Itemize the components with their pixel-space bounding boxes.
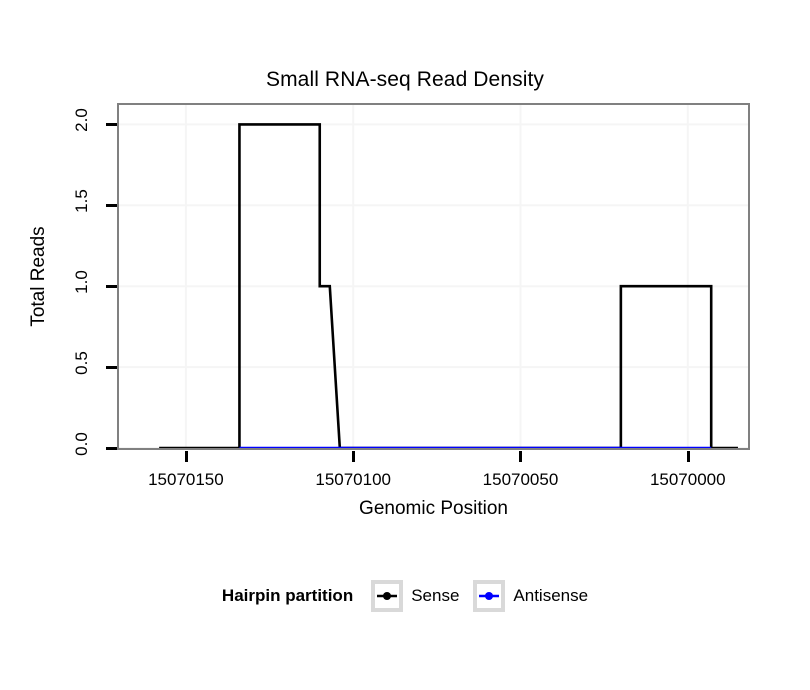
x-tick-mark <box>184 451 188 462</box>
legend: Hairpin partition Sense Antisense <box>0 580 810 612</box>
line-point-icon <box>377 592 398 600</box>
y-tick-label-text: 1.0 <box>71 270 91 295</box>
legend-label: Antisense <box>513 586 589 605</box>
x-tick-mark <box>519 451 523 462</box>
y-tick-label: 1.5 <box>60 189 104 214</box>
legend-label: Sense <box>411 586 460 605</box>
legend-entry-sense[interactable]: Sense <box>371 580 459 612</box>
legend-title: Hairpin partition <box>221 586 354 605</box>
x-tick-label: 15070000 <box>649 470 726 489</box>
y-tick-label-text: 0.5 <box>71 351 91 375</box>
y-axis-title: Total Reads <box>28 226 49 327</box>
legend-entry-group: Sense Antisense <box>371 580 588 612</box>
plot-svg <box>119 105 748 450</box>
x-axis-title: Genomic Position <box>359 498 508 519</box>
series-line-sense <box>159 123 738 450</box>
x-tick-mark <box>686 451 690 462</box>
x-tick-label: 15070100 <box>315 470 391 489</box>
y-tick-label: 2.0 <box>60 108 104 133</box>
plot-panel <box>117 103 750 450</box>
y-tick-mark <box>106 123 117 127</box>
x-tick-label: 15070050 <box>482 470 559 489</box>
y-tick-label: 1.0 <box>60 270 104 295</box>
legend-entry-antisense[interactable]: Antisense <box>473 580 588 612</box>
y-tick-label-text: 0.0 <box>71 432 91 456</box>
y-tick-label-text: 1.5 <box>71 189 91 214</box>
y-tick-mark <box>106 366 117 370</box>
plot-area <box>119 105 748 450</box>
y-tick-mark <box>106 204 117 208</box>
y-tick-label-text: 2.0 <box>71 108 91 133</box>
x-tick-mark <box>352 451 356 462</box>
y-tick-label: 0.0 <box>60 432 104 456</box>
y-tick-mark <box>106 447 117 450</box>
y-tick-label: 0.5 <box>60 351 104 375</box>
legend-key-antisense <box>473 580 506 612</box>
chart-title: Small RNA-seq Read Density <box>265 68 545 91</box>
line-point-icon <box>479 592 500 600</box>
y-tick-mark <box>106 285 117 289</box>
x-tick-label: 15070150 <box>148 470 224 489</box>
legend-key-sense <box>371 580 404 612</box>
